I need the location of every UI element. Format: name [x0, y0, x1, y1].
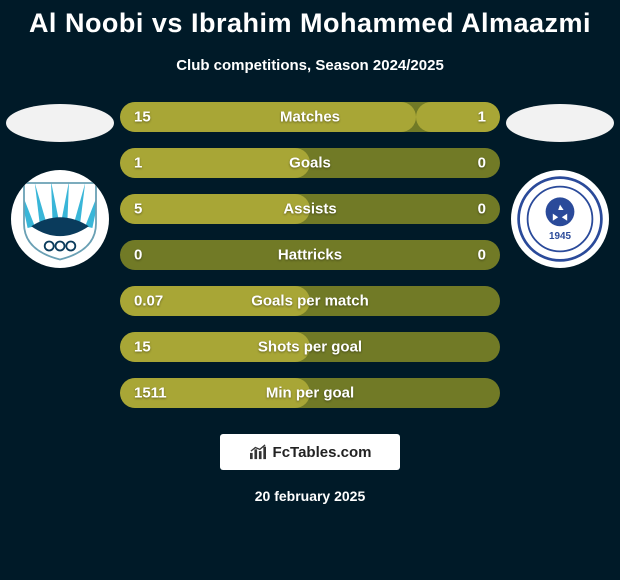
stat-value-left: 15	[134, 109, 151, 126]
stat-label: Assists	[283, 201, 336, 218]
stat-value-left: 5	[134, 201, 142, 218]
stat-label: Matches	[280, 109, 340, 126]
stat-value-right: 0	[478, 201, 486, 218]
left-player-column	[0, 102, 120, 268]
stat-row: 0.07 Goals per match	[120, 286, 500, 316]
stat-fill-right	[416, 102, 500, 132]
brand-badge: FcTables.com	[220, 434, 400, 470]
right-club-badge: 1945	[511, 170, 609, 268]
right-player-column: 1945	[500, 102, 620, 268]
stat-row: 1 0 Goals	[120, 148, 500, 178]
stat-fill-left	[120, 194, 310, 224]
stat-label: Hattricks	[278, 247, 342, 264]
stat-value-right: 1	[478, 109, 486, 126]
brand-text: FcTables.com	[273, 444, 372, 461]
stat-fill-left	[120, 102, 416, 132]
page-title: Al Noobi vs Ibrahim Mohammed Almaazmi	[0, 0, 620, 39]
stat-value-right: 0	[478, 247, 486, 264]
brand-chart-icon	[249, 444, 267, 460]
stat-value-left: 0	[134, 247, 142, 264]
left-club-logo	[15, 174, 105, 264]
stat-value-left: 1	[134, 155, 142, 172]
stat-fill-left	[120, 148, 310, 178]
stat-bars: 15 1 Matches 1 0 Goals 5 0 Assists 0 0 Hattricks 0.0…	[120, 102, 500, 408]
stat-label: Min per goal	[266, 385, 354, 402]
stat-row: 15 1 Matches	[120, 102, 500, 132]
date-text: 20 february 2025	[0, 488, 620, 504]
stat-row: 0 0 Hattricks	[120, 240, 500, 270]
stat-value-left: 0.07	[134, 293, 163, 310]
stat-row: 15 Shots per goal	[120, 332, 500, 362]
stat-label: Goals per match	[251, 293, 369, 310]
stat-value-right: 0	[478, 155, 486, 172]
stat-label: Goals	[289, 155, 331, 172]
left-nation-flag	[6, 104, 114, 142]
left-club-badge	[11, 170, 109, 268]
stat-label: Shots per goal	[258, 339, 362, 356]
stat-value-left: 15	[134, 339, 151, 356]
comparison-area: 1945 15 1 Matches 1 0 Goals 5 0 Assists 0 0 Hattric…	[0, 102, 620, 408]
stat-row: 5 0 Assists	[120, 194, 500, 224]
stat-row: 1511 Min per goal	[120, 378, 500, 408]
stat-value-left: 1511	[134, 385, 167, 402]
right-nation-flag	[506, 104, 614, 142]
right-club-logo: 1945	[515, 174, 605, 264]
right-club-year: 1945	[549, 231, 571, 242]
subtitle: Club competitions, Season 2024/2025	[0, 57, 620, 74]
